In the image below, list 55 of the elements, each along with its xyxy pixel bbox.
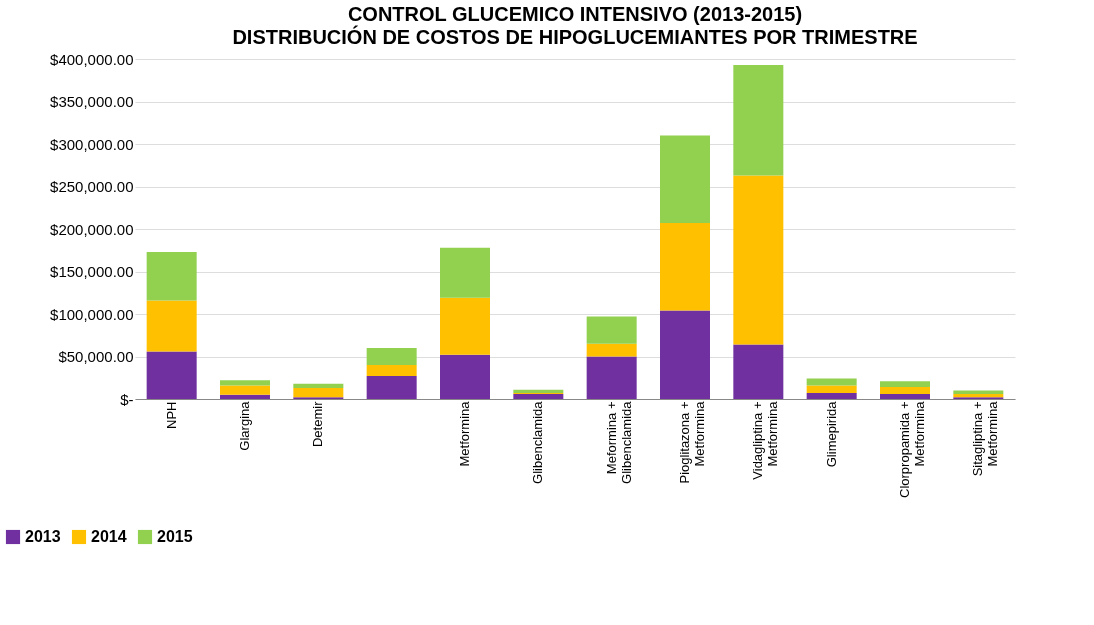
legend-label: 2013 — [25, 528, 61, 545]
bar — [733, 344, 784, 399]
y-tick-label: $200,000.00 — [50, 220, 134, 238]
bar — [586, 343, 637, 357]
y-tick-label: $100,000.00 — [50, 305, 134, 323]
bar — [366, 376, 417, 399]
bar — [733, 175, 784, 345]
bar — [806, 385, 857, 394]
bar — [513, 393, 564, 399]
chart-subtitle: DISTRIBUCIÓN DE COSTOS DE HIPOGLUCEMIANTES POR TRIMESTRE — [232, 25, 918, 48]
bar — [586, 316, 637, 344]
bar — [733, 64, 784, 176]
x-tick-label: NPH — [163, 401, 179, 429]
y-tick-label: $150,000.00 — [50, 263, 134, 280]
bar — [220, 385, 270, 395]
y-tick-label: $400,000.00 — [50, 50, 134, 68]
legend-label: 2014 — [91, 528, 127, 545]
y-tick-label: $300,000.00 — [50, 135, 134, 153]
bar — [293, 387, 344, 398]
bar — [146, 251, 197, 301]
x-tick-label: Pioglitazona + Metformina — [677, 400, 707, 484]
x-tick-label: Vidagliptina + Metformina — [750, 400, 781, 480]
x-tick-label: Glibenclamida — [530, 400, 546, 484]
y-tick-label: $50,000.00 — [58, 348, 134, 365]
bar — [146, 351, 197, 399]
bar — [806, 393, 857, 399]
bar — [660, 310, 710, 399]
bar — [880, 381, 930, 388]
bar — [880, 393, 930, 399]
bar — [366, 348, 417, 365]
bar — [440, 247, 490, 298]
bar — [220, 394, 270, 399]
x-tick-label: Clorpropamida + Metformina — [897, 400, 927, 498]
bar — [660, 135, 710, 224]
x-tick-label: Sitagliptina + Metformina — [970, 400, 1001, 477]
x-tick-label: Glargina — [237, 400, 252, 451]
bar — [440, 354, 490, 399]
bar — [513, 389, 564, 394]
bar — [880, 387, 930, 394]
x-tick-label: Glimepirida — [823, 400, 839, 468]
bar — [366, 365, 417, 377]
y-tick-label: $350,000.00 — [50, 93, 134, 110]
chart-title: CONTROL GLUCEMICO INTENSIVO (2013-2015) — [347, 3, 803, 25]
bar — [440, 297, 490, 355]
y-tick-label: $- — [120, 390, 134, 408]
x-tick-label: Metformina — [457, 400, 472, 467]
bar — [146, 300, 197, 352]
bar — [220, 380, 270, 386]
legend-label: 2015 — [157, 528, 193, 545]
x-tick-label: Meformina + Glibenclamida — [603, 400, 634, 484]
bar — [586, 356, 637, 399]
bar — [660, 223, 710, 311]
bar — [293, 383, 344, 388]
y-tick-label: $250,000.00 — [50, 178, 134, 195]
x-tick-label: Detemir — [310, 400, 326, 448]
